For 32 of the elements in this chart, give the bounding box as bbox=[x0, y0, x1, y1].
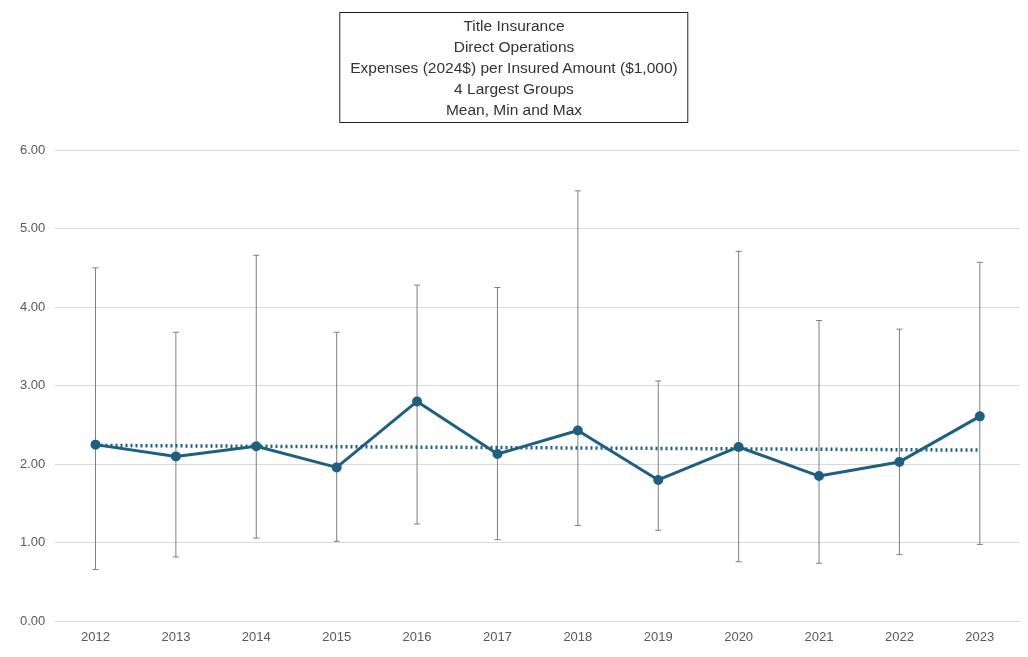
x-tick-label: 2013 bbox=[161, 628, 191, 644]
point bbox=[170, 451, 181, 462]
point bbox=[90, 439, 101, 450]
x-tick-label: 2018 bbox=[563, 628, 593, 644]
y-tick-label: 3.00 bbox=[19, 377, 46, 393]
x-tick-label: 2017 bbox=[482, 628, 512, 644]
chart-title: Title Insurance Direct Operations Expenses (2024$) per Insured Amount ($1,000) 4 Largest Groups Mean, Min and Max bbox=[339, 12, 689, 123]
point bbox=[974, 411, 985, 422]
y-tick-label: 2.00 bbox=[19, 455, 46, 471]
point bbox=[653, 474, 664, 485]
x-tick-label: 2015 bbox=[322, 628, 352, 644]
point bbox=[331, 462, 342, 473]
y-tick-label: 5.00 bbox=[19, 220, 46, 236]
x-tick-label: 2012 bbox=[81, 628, 110, 644]
point bbox=[814, 471, 825, 482]
x-tick-label: 2022 bbox=[884, 628, 914, 644]
y-tick-label: 6.00 bbox=[19, 141, 46, 157]
x-tick-label: 2023 bbox=[965, 628, 995, 644]
x-tick-label: 2020 bbox=[724, 628, 754, 644]
point bbox=[572, 425, 583, 436]
point bbox=[251, 441, 262, 452]
point bbox=[894, 456, 905, 467]
x-tick-label: 2014 bbox=[241, 628, 271, 644]
y-tick-label: 0.00 bbox=[19, 612, 46, 628]
y-tick-label: 1.00 bbox=[19, 534, 46, 550]
point bbox=[412, 396, 423, 407]
x-tick-label: 2019 bbox=[643, 628, 673, 644]
y-tick-label: 4.00 bbox=[19, 298, 46, 314]
point bbox=[733, 441, 744, 452]
point bbox=[492, 449, 503, 460]
x-tick-label: 2021 bbox=[804, 628, 834, 644]
x-tick-label: 2016 bbox=[402, 628, 432, 644]
